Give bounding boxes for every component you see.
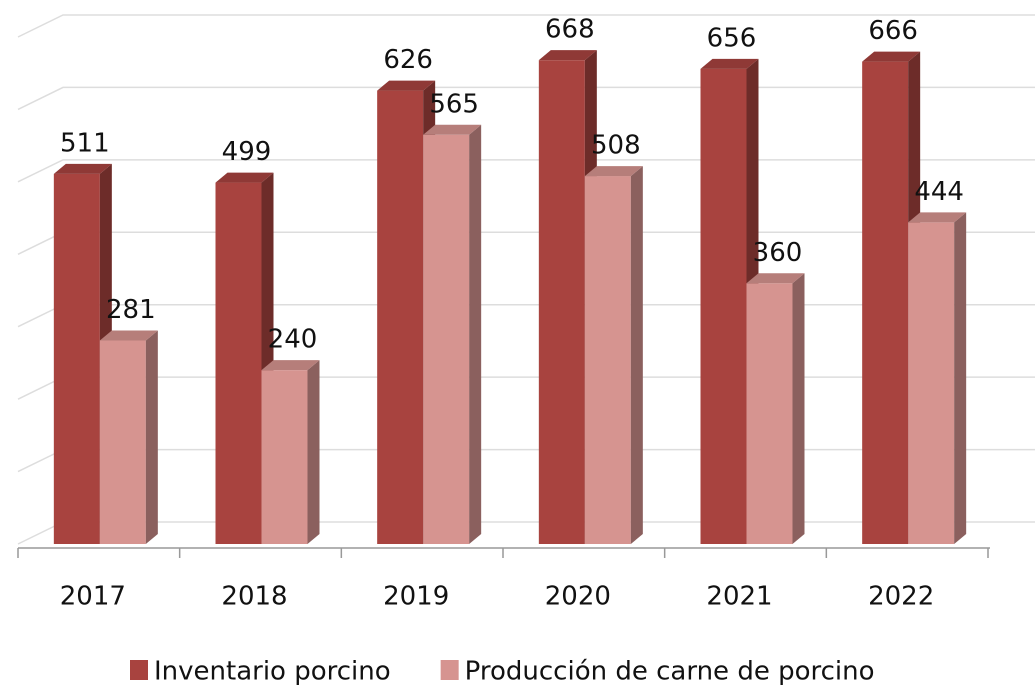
legend-swatch — [440, 660, 459, 680]
bar-top — [538, 50, 597, 61]
legend-label: Producción de carne de porcino — [465, 657, 875, 687]
data-label: 281 — [106, 295, 156, 325]
bar-top — [584, 166, 643, 177]
x-tick-label: 2022 — [868, 582, 934, 612]
data-label: 511 — [60, 128, 110, 158]
x-tick-label: 2021 — [706, 582, 772, 612]
bar-side — [307, 360, 320, 544]
bar — [423, 134, 470, 544]
bar-top — [377, 80, 436, 91]
bar — [584, 176, 631, 544]
legend-swatch — [130, 660, 148, 680]
bar-top — [423, 124, 482, 135]
bar — [261, 370, 308, 544]
bar-top — [215, 172, 274, 183]
bar — [53, 173, 100, 544]
bar — [99, 340, 146, 544]
data-label: 499 — [222, 137, 272, 167]
bar-top — [908, 212, 967, 223]
data-label: 508 — [591, 131, 641, 161]
bar — [215, 182, 262, 544]
data-label: 444 — [914, 177, 964, 207]
data-label: 626 — [383, 45, 433, 75]
data-label: 565 — [429, 89, 479, 119]
bar — [862, 61, 909, 545]
bar — [700, 68, 747, 545]
bar-top — [261, 360, 320, 371]
bar-top — [700, 58, 759, 69]
bar-top — [53, 163, 112, 174]
data-label: 668 — [545, 15, 595, 45]
data-label: 656 — [707, 23, 757, 53]
data-label: 240 — [268, 325, 318, 355]
bar-top — [862, 51, 921, 62]
bar-side — [469, 124, 482, 544]
bar — [538, 60, 585, 544]
x-tick-label: 2017 — [60, 582, 126, 612]
bar-side — [792, 273, 805, 544]
x-tick-label: 2019 — [383, 582, 449, 612]
bar — [746, 283, 793, 544]
bar — [908, 222, 955, 544]
data-label: 360 — [753, 238, 803, 268]
x-tick-label: 2018 — [221, 582, 287, 612]
bar-top — [99, 330, 158, 341]
data-label: 666 — [868, 16, 918, 46]
grid-line — [17, 14, 1035, 38]
bar-side — [145, 330, 158, 544]
bar-side — [954, 212, 967, 544]
bar-side — [630, 166, 643, 544]
bar — [377, 90, 424, 545]
legend-label: Inventario porcino — [154, 657, 391, 687]
x-tick-label: 2020 — [545, 582, 611, 612]
bar-top — [746, 273, 805, 284]
